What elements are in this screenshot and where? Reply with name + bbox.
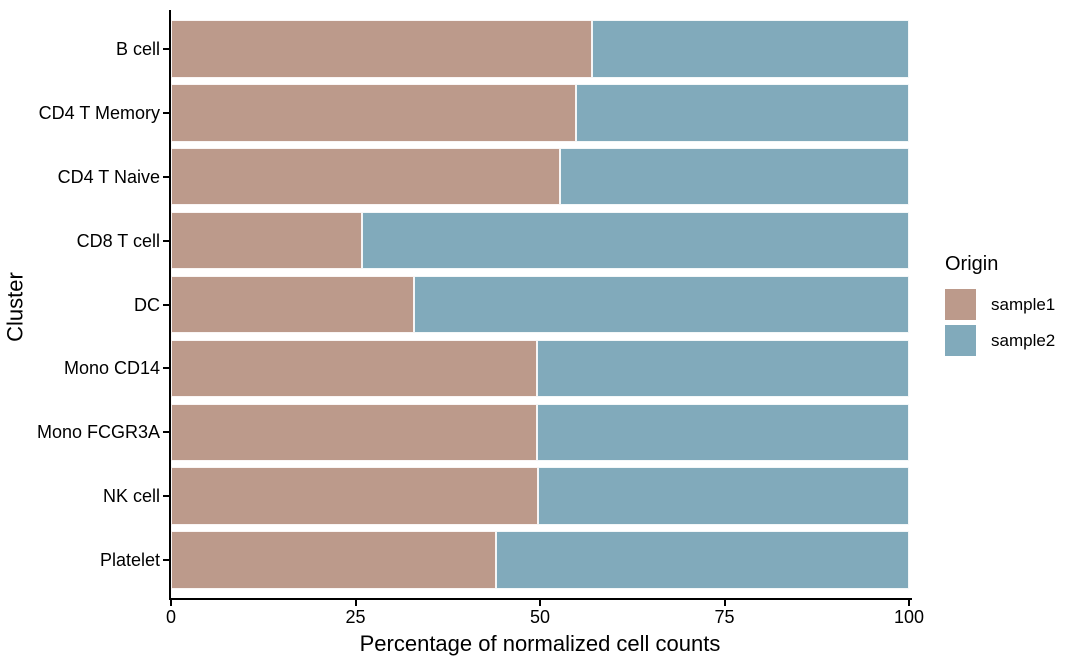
x-tick-label: 100: [893, 607, 925, 627]
legend-title: Origin: [945, 253, 999, 275]
bar-segment-sample1: [171, 339, 538, 398]
x-tick: [908, 600, 910, 606]
x-tick: [354, 600, 357, 606]
bar-segment-sample2: [537, 467, 909, 525]
bar-segment-sample2: [591, 20, 909, 78]
category-label: CD8 T cell: [76, 230, 160, 251]
bar-row: [171, 467, 909, 525]
legend-item-label: sample1: [991, 294, 1056, 314]
bar-row: [171, 20, 909, 78]
y-tick: [163, 431, 170, 434]
bar-segment-sample2: [495, 531, 909, 589]
bar-segment-sample1: [171, 147, 560, 206]
bar-row: [171, 275, 909, 334]
bar-segment-sample2: [413, 275, 909, 334]
x-tick: [539, 600, 541, 606]
bar-segment-sample2: [537, 403, 909, 462]
category-label: CD4 T Memory: [38, 102, 160, 123]
bar-row: [171, 339, 909, 398]
bar-segment-sample1: [171, 403, 538, 462]
legend-item: sample1: [945, 289, 1080, 320]
legend-items: sample1 sample2: [945, 289, 1080, 356]
bar-row: [171, 403, 909, 462]
category-label: B cell: [115, 38, 160, 59]
bar-segment-sample1: [171, 20, 592, 78]
y-axis-line: [169, 10, 171, 600]
category-label: NK cell: [102, 486, 160, 507]
y-tick: [163, 303, 170, 306]
x-tick-label: 25: [345, 607, 366, 627]
legend-item-label: sample2: [991, 330, 1056, 350]
legend-item: sample2: [945, 325, 1080, 356]
legend-swatch-sample1: [945, 289, 976, 320]
x-tick-label: 75: [714, 607, 735, 627]
bar-row: [171, 84, 909, 142]
bar-segment-sample2: [559, 147, 909, 206]
category-label: Mono CD14: [63, 358, 160, 379]
bar-segment-sample1: [171, 275, 414, 334]
bar-segment-sample2: [537, 339, 909, 398]
y-tick: [163, 559, 170, 562]
category-label: DC: [134, 294, 160, 315]
bar-segment-sample2: [362, 211, 909, 270]
y-tick: [163, 495, 170, 498]
category-label: CD4 T Naive: [57, 166, 160, 187]
x-axis-title: Percentage of normalized cell counts: [359, 631, 721, 656]
bar-segment-sample1: [171, 211, 363, 270]
bar-segment-sample1: [171, 467, 538, 525]
x-axis-line: [169, 598, 912, 600]
bar-segment-sample1: [171, 84, 577, 142]
legend-swatch-sample2: [945, 325, 976, 356]
x-tick-label: 0: [165, 607, 176, 627]
y-tick: [163, 47, 170, 50]
x-tick: [170, 600, 172, 606]
bar-row: [171, 147, 909, 206]
y-tick: [163, 239, 170, 242]
legend: Origin sample1 sample2: [945, 253, 1080, 361]
bar-segment-sample2: [576, 84, 909, 142]
x-tick-label: 50: [529, 607, 551, 627]
y-tick: [163, 367, 170, 370]
bar-segment-sample1: [171, 531, 496, 589]
y-tick: [163, 111, 170, 114]
x-tick: [723, 600, 726, 606]
category-label: Mono FCGR3A: [36, 422, 160, 443]
bar-row: [171, 211, 909, 270]
category-label: Platelet: [99, 550, 160, 571]
bar-row: [171, 531, 909, 589]
y-tick: [163, 175, 170, 178]
